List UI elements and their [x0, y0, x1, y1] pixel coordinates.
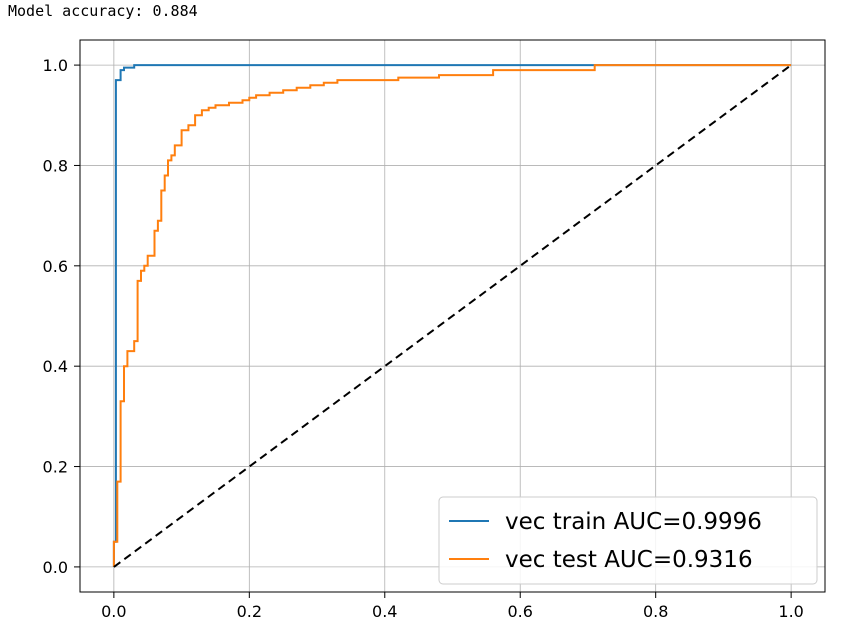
- y-tick-label: 1.0: [43, 56, 68, 75]
- x-tick-label: 0.4: [372, 602, 397, 621]
- y-tick-label: 0.2: [43, 458, 68, 477]
- y-tick-label: 0.6: [43, 257, 68, 276]
- series-line-1: [112, 64, 792, 567]
- x-tick-label: 0.2: [237, 602, 262, 621]
- y-tick-label: 0.0: [43, 558, 68, 577]
- legend-box: [438, 496, 818, 585]
- legend: vec train AUC=0.9996 vec test AUC=0.9316: [438, 496, 818, 585]
- x-tick-label: 0.6: [508, 602, 533, 621]
- x-tick-label: 1.0: [778, 602, 803, 621]
- series-layer: [112, 64, 792, 568]
- axes-frame: [79, 39, 826, 593]
- legend-label: vec test AUC=0.9316: [505, 547, 753, 573]
- x-tick-label: 0.8: [643, 602, 668, 621]
- y-tick-label: 0.4: [43, 357, 68, 376]
- cell-output-text: Model accuracy: 0.884: [8, 2, 198, 20]
- legend-label: vec train AUC=0.9996: [505, 509, 762, 535]
- x-tick-label: 0.0: [101, 602, 126, 621]
- y-tick-label: 0.8: [43, 156, 68, 175]
- chance-diagonal-line: [113, 64, 792, 568]
- axis-ticks: 0.0 0.2 0.4 0.6 0.8 1.0 0.0 0.2 0.4 0.6 0.8 1.0: [43, 56, 804, 621]
